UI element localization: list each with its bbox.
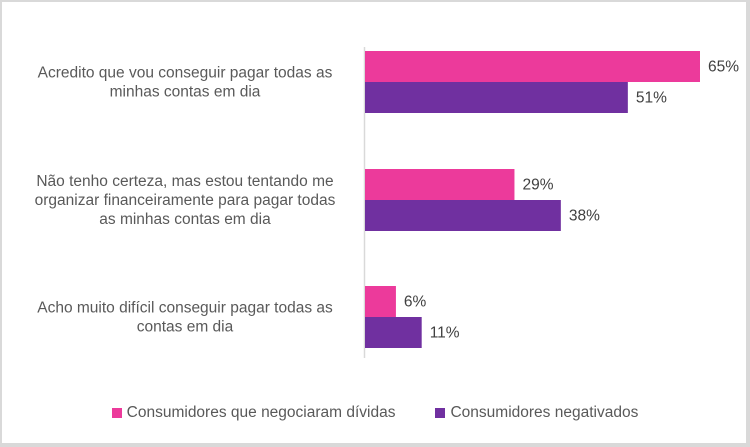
category-label-line: as minhas contas em dia — [99, 211, 271, 228]
legend-item-negative: Consumidores negativados — [435, 404, 638, 422]
legend-label-negative: Consumidores negativados — [450, 404, 639, 421]
legend-item-negotiated: Consumidores que negociaram dívidas — [111, 404, 396, 422]
data-label-negative-2: 11% — [430, 325, 460, 342]
bar-negotiated-0 — [365, 51, 700, 82]
category-label-line: Não tenho certeza, mas estou tentando me — [36, 173, 333, 190]
legend-swatch-negotiated — [111, 408, 122, 418]
bar-negative-1 — [365, 200, 561, 231]
legend-label-negotiated: Consumidores que negociaram dívidas — [126, 404, 396, 421]
category-label-line: Acho muito difícil conseguir pagar todas… — [37, 300, 333, 317]
category-label-2: Acho muito difícil conseguir pagar todas… — [37, 300, 333, 336]
legend: Consumidores que negociaram dívidas Cons… — [0, 404, 750, 422]
bar-negotiated-1 — [365, 169, 515, 200]
data-label-negotiated-0: 65% — [708, 59, 739, 76]
legend-swatch-negative — [435, 408, 446, 418]
data-label-negative-1: 38% — [569, 208, 600, 225]
category-label-line: minhas contas em dia — [110, 84, 261, 101]
bar-negotiated-2 — [365, 286, 396, 317]
category-label-1: Não tenho certeza, mas estou tentando me… — [35, 173, 336, 228]
category-label-0: Acredito que vou conseguir pagar todas a… — [38, 65, 333, 101]
category-label-line: Acredito que vou conseguir pagar todas a… — [38, 65, 333, 82]
category-label-line: organizar financeiramente para pagar tod… — [35, 192, 336, 209]
data-label-negotiated-1: 29% — [522, 177, 553, 194]
category-label-line: contas em dia — [137, 319, 234, 336]
bar-negative-0 — [365, 82, 628, 113]
data-label-negative-0: 51% — [636, 90, 667, 107]
bar-negative-2 — [365, 317, 422, 348]
data-label-negotiated-2: 6% — [404, 294, 427, 311]
